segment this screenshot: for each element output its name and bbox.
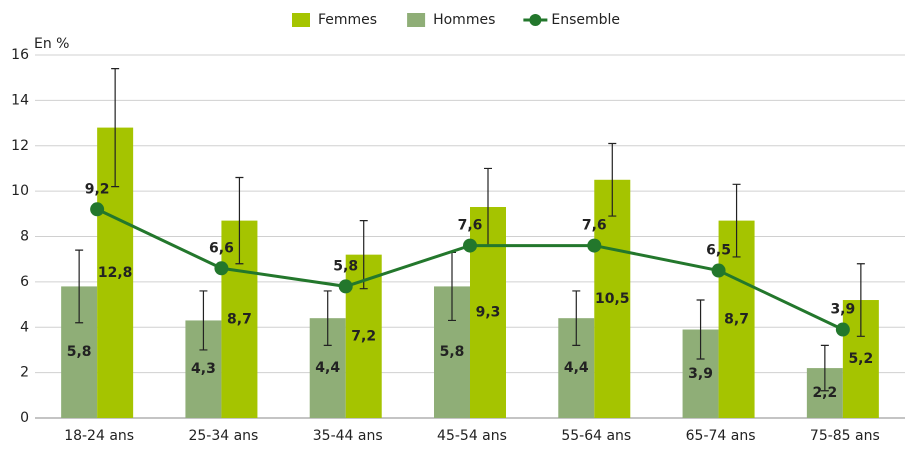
value-label: 5,2 [848, 351, 873, 367]
point [214, 261, 229, 276]
legend-swatch [529, 14, 542, 26]
y-tick-label: 16 [11, 47, 29, 63]
point [90, 202, 105, 217]
value-label: 9,2 [85, 181, 110, 197]
value-label: 8,7 [724, 311, 749, 327]
bar [594, 179, 631, 418]
point [711, 263, 726, 278]
x-tick-label: 18-24 ans [64, 428, 134, 444]
error-bar [75, 249, 84, 324]
y-tick-label: 4 [20, 319, 29, 335]
value-label: 6,6 [209, 240, 234, 256]
value-label: 5,8 [440, 344, 465, 360]
value-label: 2,2 [812, 385, 837, 401]
value-label: 9,3 [476, 305, 501, 321]
value-label: 5,8 [67, 344, 92, 360]
x-tick-label: 45-54 ans [437, 428, 507, 444]
error-bar [820, 344, 829, 392]
error-bar [608, 142, 617, 217]
value-label: 3,9 [830, 302, 855, 318]
value-label: 10,5 [595, 291, 630, 307]
value-label: 7,6 [582, 218, 607, 234]
y-tick-label: 10 [11, 183, 29, 199]
point [463, 238, 477, 253]
value-label: 5,8 [333, 258, 358, 274]
value-label: 12,8 [98, 265, 133, 281]
value-label: 6,5 [706, 243, 731, 259]
legend-swatch [407, 13, 426, 27]
y-axis-label: En % [34, 36, 69, 52]
y-tick-label: 8 [20, 229, 29, 245]
legend-label: Ensemble [551, 12, 620, 28]
error-bar [235, 176, 244, 265]
error-bar [856, 263, 865, 337]
value-label: 4,4 [315, 360, 340, 376]
legend-label: Femmes [318, 12, 377, 28]
error-bar [111, 68, 120, 188]
y-tick-label: 14 [11, 92, 29, 108]
x-tick-label: 65-74 ans [686, 428, 756, 444]
value-label: 7,2 [351, 328, 376, 344]
point [587, 238, 602, 253]
error-bar [359, 220, 368, 290]
x-tick-label: 25-34 ans [188, 428, 258, 444]
y-tick-label: 12 [11, 138, 29, 154]
value-label: 7,6 [458, 218, 483, 234]
y-tick-label: 2 [20, 365, 29, 381]
x-tick-label: 55-64 ans [561, 428, 631, 444]
value-label: 8,7 [227, 311, 252, 327]
error-bar [572, 290, 581, 346]
legend-label: Hommes [433, 12, 495, 28]
x-tick-label: 75-85 ans [810, 428, 880, 444]
error-bar [199, 290, 208, 351]
y-tick-label: 6 [20, 274, 29, 290]
error-bar [323, 290, 332, 346]
point [835, 322, 850, 337]
value-label: 4,4 [564, 360, 589, 376]
y-tick-label: 0 [20, 410, 29, 426]
error-bar [696, 299, 705, 360]
point [338, 279, 353, 294]
legend-swatch [292, 13, 310, 27]
error-bar [732, 183, 741, 258]
value-label: 4,3 [191, 361, 216, 377]
x-tick-label: 35-44 ans [313, 428, 383, 444]
value-label: 3,9 [688, 366, 713, 382]
